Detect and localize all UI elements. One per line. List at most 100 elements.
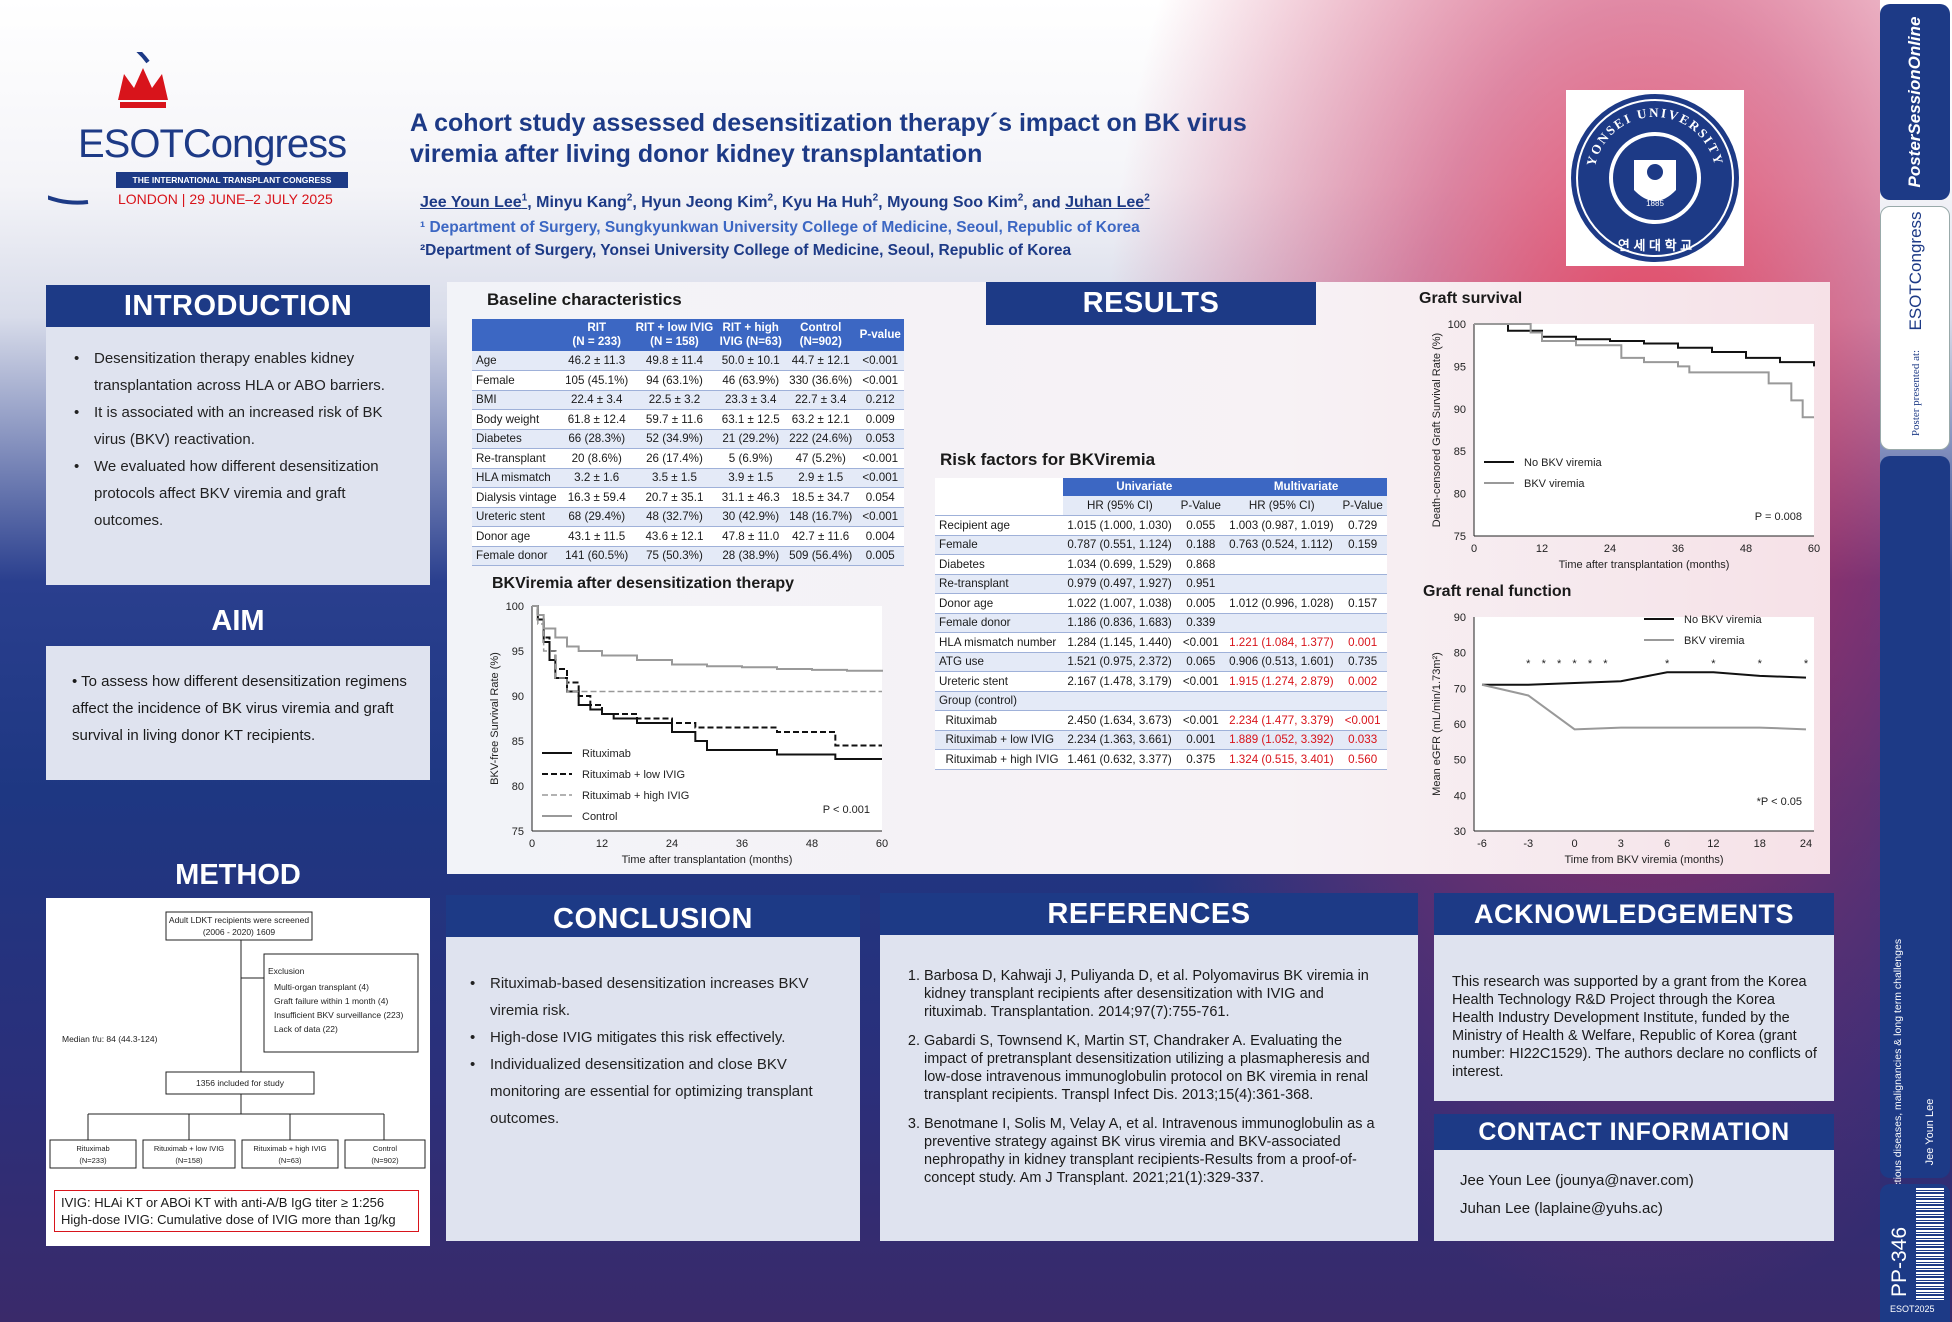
author-list: Jee Youn Lee1, Minyu Kang2, Hyun Jeong K… xyxy=(420,193,1150,212)
y-tick-label: 100 xyxy=(506,601,524,613)
baseline-cell: 63.1 ± 12.5 xyxy=(716,409,785,430)
risk-sub-header: P-Value xyxy=(1338,496,1387,516)
risk-row: Group (control) xyxy=(935,691,1387,711)
contact-line-1: Jee Youn Lee (jounya@naver.com) xyxy=(1460,1172,1694,1189)
baseline-row: Body weight 61.8 ± 12.4 59.7 ± 11.6 63.1 ± … xyxy=(472,409,904,430)
baseline-cell: 68 (29.4%) xyxy=(560,507,633,527)
author-affil-number: 2 xyxy=(626,193,633,204)
baseline-cell: 47.8 ± 11.0 xyxy=(716,526,785,547)
risk-row: Diabetes 1.034 (0.699, 1.529) 0.868 xyxy=(935,554,1387,575)
y-tick-label: 30 xyxy=(1454,826,1466,838)
sidebar-year: ESOT2025 xyxy=(1890,1304,1935,1314)
significance-star: * xyxy=(1711,658,1716,670)
risk-cell: 1.521 (0.975, 2.372) xyxy=(1063,652,1177,672)
risk-cell: 0.001 xyxy=(1176,730,1226,750)
baseline-cell: 16.3 ± 59.4 xyxy=(560,487,633,508)
baseline-cell: 0.004 xyxy=(856,526,904,547)
baseline-cell: 26 (17.4%) xyxy=(632,448,717,469)
poster-code: PP-346 xyxy=(1888,1226,1911,1298)
baseline-cell: 509 (56.4%) xyxy=(784,546,857,566)
y-axis-label: Mean eGFR (mL/min/1.73m²) xyxy=(1431,652,1443,796)
baseline-cell: Diabetes xyxy=(472,429,561,449)
conclusion-bullet: High-dose IVIG mitigates this risk effec… xyxy=(468,1024,838,1051)
risk-cell: 2.234 (1.477, 3.379) xyxy=(1225,710,1339,731)
introduction-heading: INTRODUCTION xyxy=(46,285,430,327)
risk-cell: 0.375 xyxy=(1176,749,1226,770)
esot-place: LONDON | 29 JUNE–2 JULY 2025 xyxy=(118,191,333,207)
p-value-annotation: P = 0.008 xyxy=(1755,511,1802,523)
author-separator: , xyxy=(527,194,537,212)
baseline-cell: 22.4 ± 3.4 xyxy=(560,390,633,410)
y-tick-label: 85 xyxy=(512,736,524,748)
p-value-annotation: P < 0.001 xyxy=(823,804,870,816)
flow-exclusion-3: Insufficient BKV surveillance (223) xyxy=(274,1010,403,1020)
graft-survival-chart: 75 80 85 90 95 100 0 12 24 36 48 60 Time after trans… xyxy=(1431,319,1820,571)
y-axis-label: BKV-free Survival Rate (%) xyxy=(489,652,501,785)
plot-area xyxy=(1474,324,1814,536)
risk-cell xyxy=(1225,691,1339,711)
introduction-bullet: Desensitization therapy enables kidney t… xyxy=(72,345,412,399)
references-panel xyxy=(880,893,1418,1241)
author-name: Juhan Lee2 xyxy=(1065,193,1150,212)
baseline-cell: <0.001 xyxy=(856,468,904,488)
baseline-row: Dialysis vintage 16.3 ± 59.4 20.7 ± 35.1 31… xyxy=(472,487,904,508)
risk-row: Ureteric stent 2.167 (1.478, 3.179) <0.001… xyxy=(935,671,1387,692)
baseline-column-header: RIT + low IVIG (N = 158) xyxy=(632,319,717,351)
risk-cell: 2.450 (1.634, 3.673) xyxy=(1063,710,1177,731)
reference-item: Benotmane I, Solis M, Velay A, et al. In… xyxy=(924,1115,1386,1187)
risk-multivariate-header: Multivariate xyxy=(1225,478,1387,496)
risk-cell xyxy=(1176,691,1226,711)
sidebar-brand-block: PosterSessionOnline xyxy=(1880,4,1950,200)
risk-cell: 1.461 (0.632, 3.377) xyxy=(1063,749,1177,770)
risk-cell: 1.012 (0.996, 1.028) xyxy=(1225,593,1339,614)
baseline-cell: 22.7 ± 3.4 xyxy=(784,390,857,410)
x-tick-label: 12 xyxy=(1707,838,1719,850)
risk-title: Risk factors for BKViremia xyxy=(940,450,1156,469)
x-tick-label: 6 xyxy=(1664,838,1670,850)
y-tick-label: 40 xyxy=(1454,790,1466,802)
risk-cell: 0.906 (0.513, 1.601) xyxy=(1225,652,1339,672)
risk-cell: 1.889 (1.052, 3.392) xyxy=(1225,730,1339,750)
author-separator: , xyxy=(632,194,642,212)
flow-group-1-n: (N=233) xyxy=(79,1156,107,1165)
x-tick-label: -6 xyxy=(1477,838,1487,850)
baseline-cell: 47 (5.2%) xyxy=(784,448,857,469)
x-tick-label: 3 xyxy=(1618,838,1624,850)
baseline-row: BMI 22.4 ± 3.4 22.5 ± 3.2 23.3 ± 3.4 22.7 ± … xyxy=(472,390,904,410)
x-tick-label: -3 xyxy=(1523,838,1533,850)
risk-row: Rituximab 2.450 (1.634, 3.673) <0.001 2.234… xyxy=(935,710,1387,731)
risk-cell: <0.001 xyxy=(1338,710,1387,731)
title-line-1: A cohort study assessed desensitization … xyxy=(410,109,1247,137)
barcode xyxy=(1916,1188,1944,1300)
x-tick-label: 12 xyxy=(1536,543,1548,555)
significance-star: * xyxy=(1526,658,1531,670)
baseline-cell: <0.001 xyxy=(856,507,904,527)
baseline-cell: 20.7 ± 35.1 xyxy=(632,487,717,508)
seal-korean: 연 세 대 학 교 xyxy=(1618,238,1692,253)
x-tick-label: 48 xyxy=(1740,543,1752,555)
flow-group-3: Rituximab + high IVIG xyxy=(253,1144,326,1153)
legend-label: Control xyxy=(582,811,617,823)
introduction-panel: Desensitization therapy enables kidney t… xyxy=(46,327,430,585)
risk-cell: 0.005 xyxy=(1176,593,1226,614)
author-affil-number: 2 xyxy=(767,193,774,204)
acknowledgements-text: This research was supported by a grant f… xyxy=(1452,974,1817,1080)
risk-sub-header-row: HR (95% CI) P-Value HR (95% CI) P-Value xyxy=(935,496,1387,516)
chart2-title: Graft survival xyxy=(1419,290,1523,307)
plot-area xyxy=(532,606,882,831)
flow-group-3-n: (N=63) xyxy=(278,1156,302,1165)
renal-function-chart: 30 40 50 60 70 80 90 -6 -3 0 3 6 12 18 24 Time from BKV… xyxy=(1431,612,1814,866)
y-tick-label: 75 xyxy=(512,826,524,838)
x-tick-label: 18 xyxy=(1754,838,1766,850)
risk-row: Female donor 1.186 (0.836, 1.683) 0.339 xyxy=(935,613,1387,633)
y-axis-label: Death-censored Graft Survival Rate (%) xyxy=(1431,333,1443,527)
risk-cell: 1.003 (0.987, 1.019) xyxy=(1225,515,1339,536)
esot-congress-name: ESOTCongress xyxy=(78,122,347,166)
baseline-row: Female donor 141 (60.5%) 75 (50.3%) 28 (38.… xyxy=(472,546,904,566)
x-tick-label: 36 xyxy=(1672,543,1684,555)
esot-logo xyxy=(48,52,168,205)
risk-sub-corner xyxy=(935,496,1064,516)
flow-median: Median f/u: 84 (44.3-124) xyxy=(62,1034,158,1044)
flow-exclusion-1: Multi-organ transplant (4) xyxy=(274,982,369,992)
baseline-cell: 61.8 ± 12.4 xyxy=(560,409,633,430)
